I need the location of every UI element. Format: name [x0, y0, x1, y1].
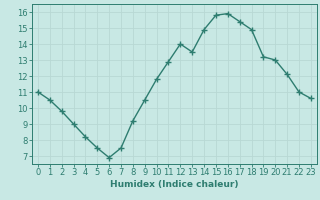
X-axis label: Humidex (Indice chaleur): Humidex (Indice chaleur): [110, 180, 239, 189]
